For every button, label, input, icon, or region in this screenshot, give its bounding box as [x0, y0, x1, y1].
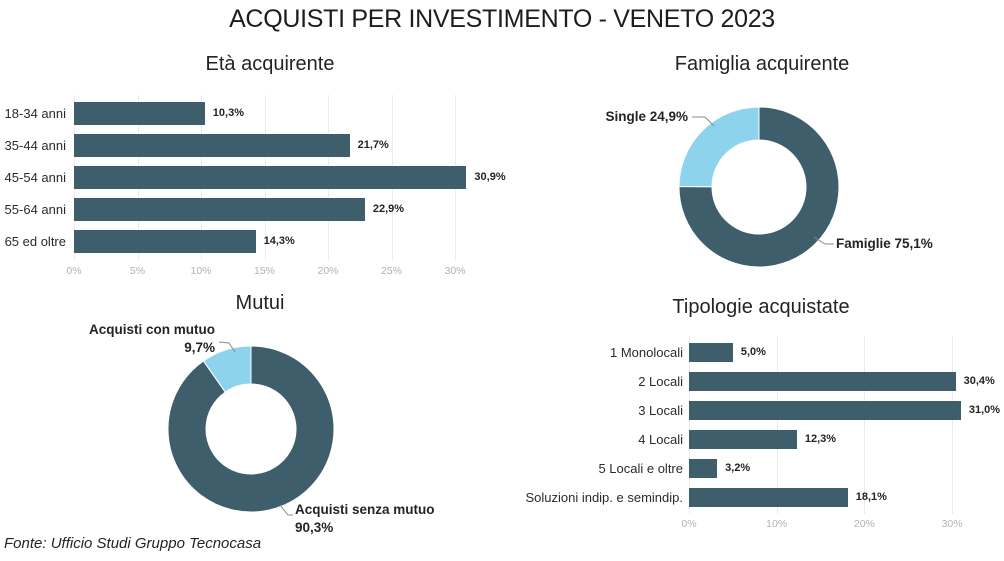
chart-title-famiglia: Famiglia acquirente — [674, 53, 850, 75]
x-axis-tick-label: 0% — [66, 265, 82, 277]
callout-line — [218, 341, 236, 353]
value-label: 30,4% — [963, 375, 995, 387]
x-axis-tick-label: 25% — [380, 265, 402, 277]
source-note: Fonte: Ufficio Studi Gruppo Tecnocasa — [4, 535, 262, 552]
bar-5 Locali e oltre[interactable] — [689, 459, 718, 478]
category-label: 4 Locali — [638, 432, 683, 447]
category-label: 65 ed oltre — [4, 234, 66, 249]
x-axis-tick-label: 5% — [129, 265, 146, 277]
callout-line — [279, 504, 293, 516]
value-label: 22,9% — [372, 203, 405, 215]
category-label: 5 Locali e oltre — [598, 461, 683, 476]
x-axis-tick-label: 20% — [317, 265, 339, 277]
category-label: 45-54 anni — [4, 170, 66, 185]
value-label: 31,0% — [968, 404, 1001, 416]
mutui-plot-area: Acquisti senza mutuo 90,3% Acquisti con m… — [0, 288, 500, 540]
category-label: 2 Locali — [638, 374, 683, 389]
bar-65 ed oltre[interactable] — [74, 230, 256, 253]
eta-plot-area: 0% 5% 10% 15% 20% 25% 30% 18-34 anni 10,3% 35-44 … — [0, 46, 506, 288]
category-label: 1 Monolocali — [610, 345, 683, 360]
x-axis-tick-label: 0% — [681, 518, 697, 530]
donut-mutui — [167, 341, 335, 516]
value-label: 18,1% — [855, 491, 887, 503]
chart-title-eta: Età acquirente — [205, 53, 335, 75]
x-axis-tick-label: 10% — [190, 265, 212, 277]
x-axis-tick-label: 10% — [766, 518, 788, 530]
value-label: 10,3% — [212, 107, 244, 119]
bar-55-64 anni[interactable] — [74, 198, 365, 221]
value-label: 12,3% — [804, 433, 837, 445]
chart-title-tipologie: Tipologie acquistate — [672, 296, 850, 318]
bar-45-54 anni[interactable] — [74, 166, 467, 189]
bar-4 Locali[interactable] — [689, 430, 797, 449]
gridline — [864, 336, 866, 514]
gridline — [776, 336, 778, 514]
donut-slice-Acquisti con mutuo[interactable] — [202, 345, 252, 393]
chart-tipologie-acquistate: Tipologie acquistate 0% 10% 20% 30% 1 Monolo… — [500, 288, 1004, 540]
bar-35-44 anni[interactable] — [74, 134, 350, 157]
x-axis-tick-label: 20% — [853, 518, 875, 530]
page-title: ACQUISTI PER INVESTIMENTO - VENETO 2023 — [229, 5, 775, 33]
chart-mutui: Mutui Acquisti senza mutuo 90,3% Acquisti… — [0, 288, 500, 540]
bar-3 Locali[interactable] — [689, 401, 961, 420]
x-axis-tick-label: 15% — [253, 265, 275, 277]
category-label: Soluzioni indip. e semindip. — [525, 490, 683, 505]
category-label: 55-64 anni — [4, 202, 66, 217]
bar-2 Locali[interactable] — [689, 372, 956, 391]
x-axis-tick-label: 30% — [444, 265, 466, 277]
donut-famiglia — [678, 106, 840, 268]
category-label: 3 Locali — [638, 403, 683, 418]
gridline — [952, 336, 954, 514]
donut-label-Single: Single 24,9% — [605, 109, 688, 124]
tipologie-plot-area: 0% 10% 20% 30% 1 Monolocali 5,0% 2 Locali 30,4%… — [500, 288, 1004, 540]
famiglia-plot-area: Famiglie 75,1% Single 24,9% — [500, 46, 1004, 288]
x-axis-tick-label: 30% — [941, 518, 963, 530]
callout-line — [692, 116, 715, 127]
value-label: 5,0% — [740, 346, 766, 358]
donut-slice-Acquisti senza mutuo[interactable] — [167, 345, 335, 513]
bar-Soluzioni indip. e semindip.[interactable] — [689, 488, 848, 507]
donut-slice-Famiglie[interactable] — [678, 106, 840, 268]
chart-title-mutui: Mutui — [235, 292, 285, 314]
donut-label-Acquisti con mutuo: Acquisti con mutuo 9,7% — [89, 322, 215, 355]
bar-18-34 anni[interactable] — [74, 102, 205, 125]
gridline — [689, 336, 690, 514]
value-label: 21,7% — [357, 139, 389, 151]
value-label: 3,2% — [725, 462, 751, 474]
chart-famiglia-acquirente: Famiglia acquirente Famiglie 75,1% Single… — [500, 46, 1004, 288]
category-label: 18-34 anni — [4, 106, 66, 121]
callout-line — [813, 236, 834, 245]
value-label: 30,9% — [474, 171, 506, 183]
value-label: 14,3% — [263, 235, 295, 247]
donut-label-Famiglie: Famiglie 75,1% — [836, 236, 933, 251]
chart-eta-acquirente: Età acquirente 0% 5% 10% 15% 20% 25% 30% 18-34 … — [0, 46, 506, 288]
donut-label-Acquisti senza mutuo: Acquisti senza mutuo 90,3% — [295, 502, 435, 535]
donut-slice-Single[interactable] — [678, 106, 760, 188]
bar-1 Monolocali[interactable] — [689, 343, 733, 362]
category-label: 35-44 anni — [4, 138, 66, 153]
